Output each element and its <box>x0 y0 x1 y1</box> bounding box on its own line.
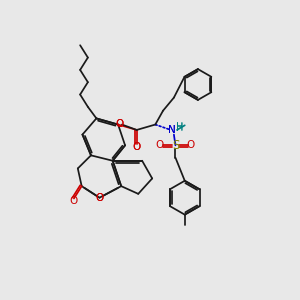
Text: N: N <box>169 125 176 135</box>
Text: O: O <box>187 140 195 150</box>
Text: O: O <box>95 193 104 203</box>
Text: H: H <box>176 123 183 133</box>
Text: O: O <box>116 119 124 129</box>
Text: O: O <box>95 193 104 203</box>
Text: N: N <box>169 125 176 135</box>
Text: H: H <box>176 122 184 132</box>
Text: S: S <box>172 139 179 152</box>
Text: O: O <box>156 140 164 150</box>
Text: O: O <box>133 142 141 152</box>
Text: O: O <box>70 196 78 206</box>
Text: O: O <box>133 142 141 152</box>
Text: O: O <box>116 119 124 129</box>
